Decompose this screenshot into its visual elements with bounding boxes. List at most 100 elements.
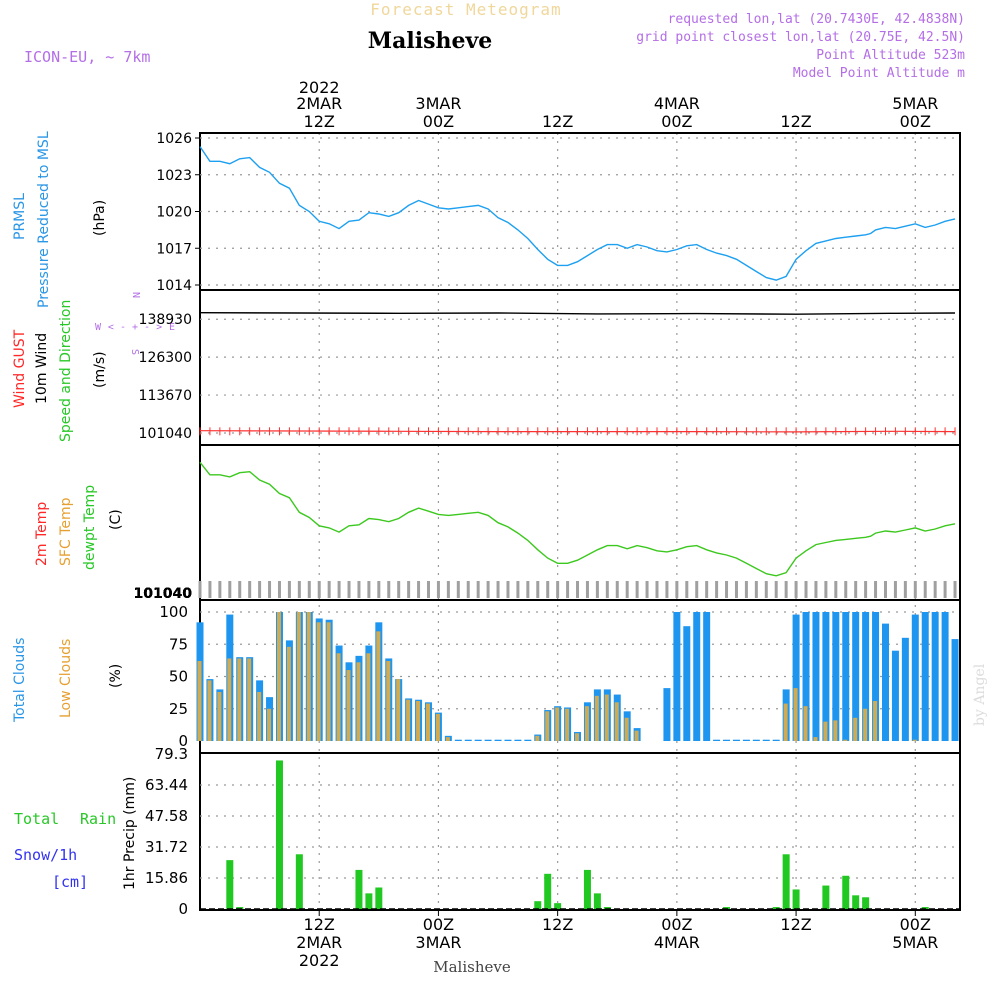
temp-baseline-bar bbox=[675, 581, 679, 598]
rain-bar bbox=[355, 869, 363, 909]
top-axis-date: 4MAR bbox=[654, 94, 700, 113]
bottom-axis-hour: 12Z bbox=[780, 915, 811, 934]
pressure-line bbox=[199, 146, 956, 281]
compass-n: N bbox=[130, 292, 141, 298]
wind10-label: 10m Wind bbox=[34, 333, 50, 404]
temp-baseline-bar bbox=[307, 581, 311, 598]
precip-tick-label: 63.44 bbox=[145, 776, 188, 794]
temp-baseline-bar bbox=[486, 581, 490, 598]
rain-bar bbox=[275, 760, 283, 909]
temp-baseline-bar bbox=[556, 581, 560, 598]
temp-tick-overlap: 101040 bbox=[134, 586, 193, 602]
top-axis-date: 5MAR bbox=[892, 94, 938, 113]
wind-tick-label: 138930 bbox=[139, 312, 192, 328]
temp-baseline-bar bbox=[903, 581, 907, 598]
low-cloud-bar bbox=[634, 730, 639, 741]
low-cloud-bar bbox=[356, 662, 361, 741]
total-cloud-bar bbox=[494, 739, 502, 741]
wind-tick-label: 126300 bbox=[139, 350, 192, 366]
bottom-axis-date: 4MAR bbox=[654, 933, 700, 952]
top-axis-hour: 12Z bbox=[542, 112, 573, 131]
precip-rain-label: Rain bbox=[80, 810, 116, 828]
low-cloud-bar bbox=[833, 720, 838, 741]
temp-baseline-bar bbox=[367, 581, 371, 598]
dewpt-line bbox=[199, 461, 956, 577]
total-cloud-bar bbox=[762, 739, 770, 741]
temp-baseline-bar bbox=[715, 581, 719, 598]
gridpoint-coords: grid point closest lon,lat (20.75E, 42.5… bbox=[636, 30, 965, 45]
low-cloud-bar bbox=[912, 739, 917, 741]
temp-baseline-bar bbox=[476, 581, 480, 598]
temp-baseline-bar bbox=[446, 581, 450, 598]
total-cloud-bar bbox=[941, 612, 949, 741]
low-cloud-bar bbox=[584, 706, 589, 741]
bottom-axis-date: 5MAR bbox=[892, 933, 938, 952]
precip-unit: 1hr Precip (mm) bbox=[122, 777, 138, 890]
rain-bar bbox=[772, 907, 780, 909]
total-cloud-bar bbox=[673, 612, 681, 741]
rain-bar bbox=[365, 893, 373, 909]
rain-bar bbox=[295, 854, 303, 909]
precip-tick-label: 79.3 bbox=[155, 745, 188, 763]
total-cloud-bar bbox=[723, 739, 731, 741]
temp-baseline-bar bbox=[933, 581, 937, 598]
pressure-tick-label: 1017 bbox=[156, 241, 192, 257]
total-cloud-bar bbox=[454, 739, 462, 741]
wind-tick-label: 113670 bbox=[139, 388, 192, 404]
total-cloud-bar bbox=[484, 739, 492, 741]
total-cloud-bar bbox=[683, 626, 691, 741]
low-cloud-bar bbox=[306, 612, 311, 741]
panels bbox=[195, 132, 961, 911]
precip-tick-label: 15.86 bbox=[145, 869, 188, 887]
temp-baseline-bar bbox=[357, 581, 361, 598]
temp-tick-overlap: 101040 bbox=[134, 586, 193, 602]
model-name: ICON-EU, ~ 7km bbox=[24, 48, 150, 66]
bottom-axis-hour: 00Z bbox=[423, 915, 454, 934]
top-axis-year: 2022 bbox=[299, 78, 340, 97]
bottom-axis-hour: 00Z bbox=[661, 915, 692, 934]
temp-baseline-bar bbox=[585, 581, 589, 598]
cloud-tick-label: 0 bbox=[178, 732, 188, 750]
low-cloud-bar bbox=[604, 694, 609, 741]
pressure-unit: (hPa) bbox=[92, 200, 108, 236]
temp-baseline-bar bbox=[317, 581, 321, 598]
rain-bar bbox=[236, 907, 244, 909]
low-cloud-bar bbox=[207, 680, 212, 741]
low-cloud-bar bbox=[316, 622, 321, 741]
low-cloud-bar bbox=[813, 737, 818, 741]
cloud-unit: (%) bbox=[108, 664, 124, 688]
wind-unit: (m/s) bbox=[92, 351, 108, 388]
t2m-label: 2m Temp bbox=[34, 502, 50, 566]
temp-baseline-bar bbox=[725, 581, 729, 598]
temp-baseline-bar bbox=[546, 581, 550, 598]
precip-cm-label: [cm] bbox=[52, 873, 88, 891]
low-cloud-bar bbox=[535, 735, 540, 741]
low-cloud-bar bbox=[853, 717, 858, 741]
bottom-axis-date: 3MAR bbox=[415, 933, 461, 952]
temp-baseline-bar bbox=[208, 581, 212, 598]
pressure-reduced-label: Pressure Reduced to MSL bbox=[36, 131, 52, 308]
total-clouds-label: Total Clouds bbox=[12, 638, 28, 723]
wind-compass: N S W E < - + - > bbox=[95, 292, 175, 355]
temp-baseline-bar bbox=[754, 581, 758, 598]
temp-baseline-bar bbox=[436, 581, 440, 598]
temp-baseline-bar bbox=[913, 581, 917, 598]
compass-w: W bbox=[95, 322, 102, 333]
prmsl-label: PRMSL bbox=[12, 193, 28, 240]
temp-baseline-bar bbox=[734, 581, 738, 598]
total-cloud-bar bbox=[693, 612, 701, 741]
wind10-line bbox=[199, 312, 956, 315]
temp-baseline-bar bbox=[327, 581, 331, 598]
temp-baseline-bar bbox=[943, 581, 947, 598]
temp-baseline-bar bbox=[268, 581, 272, 598]
temp-baseline-bar bbox=[685, 581, 689, 598]
top-axis-date: 2MAR bbox=[296, 94, 342, 113]
total-cloud-bar bbox=[474, 739, 482, 741]
bottom-axis-hour: 12Z bbox=[542, 915, 573, 934]
temp-tick-overlap: 101040 bbox=[134, 586, 193, 602]
wind-tick-label: 101040 bbox=[139, 426, 192, 442]
temp-baseline-bar bbox=[337, 581, 341, 598]
temp-baseline-bar bbox=[804, 581, 808, 598]
temp-baseline-bar bbox=[526, 581, 530, 598]
low-cloud-bar bbox=[873, 701, 878, 741]
